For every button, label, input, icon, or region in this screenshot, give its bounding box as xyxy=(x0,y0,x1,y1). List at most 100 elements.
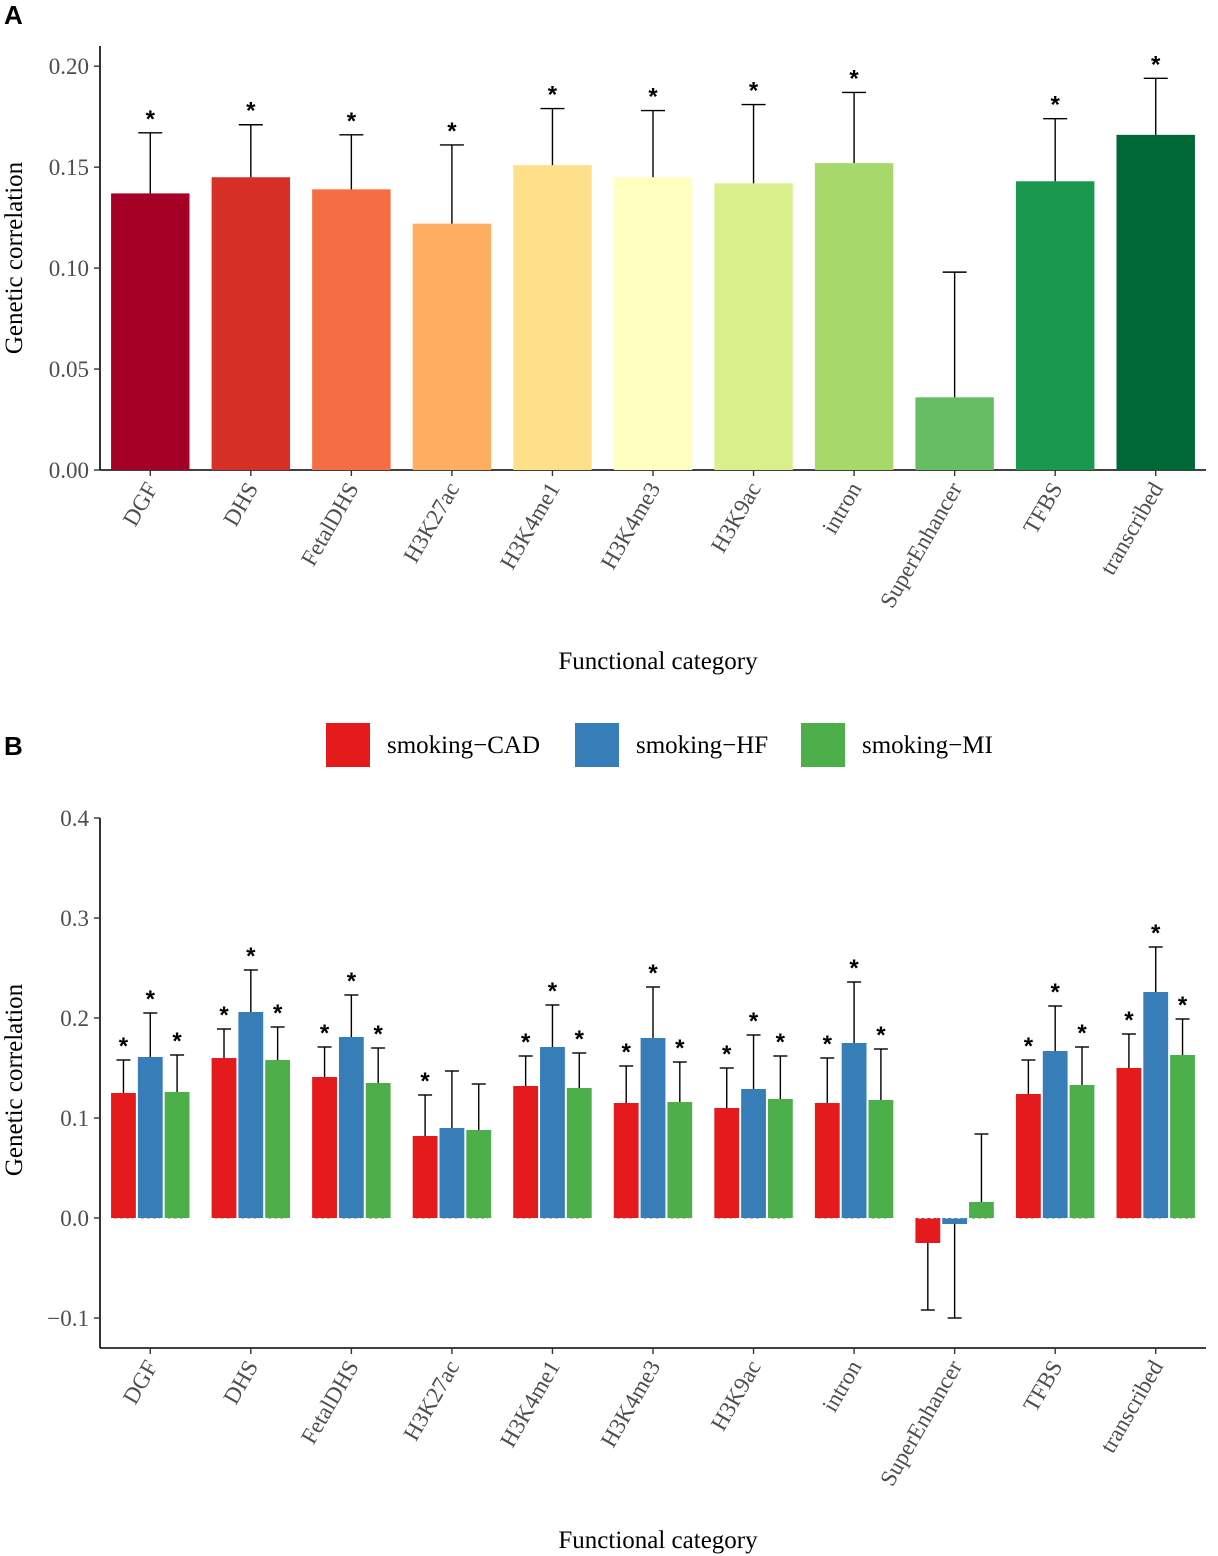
legend-label: smoking−HF xyxy=(636,732,768,759)
bar xyxy=(513,1086,539,1218)
bar xyxy=(137,1057,163,1218)
significance-star: * xyxy=(1151,51,1161,78)
significance-star: * xyxy=(823,1031,833,1058)
bar xyxy=(741,1089,766,1218)
significance-star: * xyxy=(648,84,658,111)
bar xyxy=(365,1083,391,1218)
x-tick-label: DHS xyxy=(218,478,263,530)
y-tick-label: 0.3 xyxy=(60,906,89,931)
significance-star: * xyxy=(1077,1020,1087,1047)
x-tick-label: H3K27ac xyxy=(399,1356,465,1445)
significance-star: * xyxy=(1151,920,1161,947)
significance-star: * xyxy=(849,955,859,982)
bar xyxy=(767,1099,793,1218)
y-tick-label: −0.1 xyxy=(47,1306,89,1331)
significance-star: * xyxy=(722,1041,732,1068)
significance-star: * xyxy=(347,108,357,135)
y-tick-label: 0.05 xyxy=(49,357,89,382)
x-tick-label: SuperEnhancer xyxy=(875,1356,967,1490)
significance-star: * xyxy=(776,1029,786,1056)
x-tick-label: transcribed xyxy=(1095,478,1168,579)
y-tick-label: 0.1 xyxy=(60,1106,89,1131)
bar xyxy=(540,1047,565,1218)
significance-star: * xyxy=(1178,992,1188,1019)
significance-star: * xyxy=(246,943,256,970)
x-tick-label: H3K4me3 xyxy=(596,478,666,573)
significance-star: * xyxy=(849,65,859,92)
y-tick-label: 0.4 xyxy=(60,806,89,831)
chart-b-legend: smoking−CAD smoking−HF smoking−MI xyxy=(326,723,993,767)
significance-star: * xyxy=(347,968,357,995)
bar xyxy=(714,1108,740,1218)
legend-swatch xyxy=(326,723,370,767)
bar xyxy=(238,1012,264,1218)
y-tick-label: 0.10 xyxy=(49,256,89,281)
bar xyxy=(969,1202,994,1218)
x-tick-label: H3K4me1 xyxy=(495,478,565,573)
legend-label: smoking−MI xyxy=(862,732,993,759)
bar xyxy=(312,189,391,470)
legend-swatch xyxy=(575,723,619,767)
bar xyxy=(211,1058,237,1218)
x-tick-label: TFBS xyxy=(1018,478,1067,538)
x-tick-label: H3K4me1 xyxy=(495,1356,565,1451)
bar xyxy=(439,1128,465,1218)
y-tick-label: 0.00 xyxy=(49,458,89,483)
significance-star: * xyxy=(521,1029,531,1056)
x-tick-label: SuperEnhancer xyxy=(875,478,967,612)
bar xyxy=(1042,1051,1068,1218)
bar xyxy=(841,1043,867,1218)
bar xyxy=(1170,1055,1195,1218)
bar xyxy=(714,183,793,471)
bar xyxy=(1116,134,1195,471)
significance-star: * xyxy=(622,1039,632,1066)
chart-b-xlabel: Functional category xyxy=(558,1527,758,1554)
bar xyxy=(915,1218,941,1243)
x-tick-label: intron xyxy=(817,478,866,539)
bar xyxy=(868,1100,894,1218)
x-tick-label: H3K4me3 xyxy=(596,1356,666,1451)
bar xyxy=(942,1218,968,1224)
y-tick-label: 0.2 xyxy=(60,1006,89,1031)
chart-a-ylabel: Genetic correlation xyxy=(1,161,28,354)
legend-label: smoking−CAD xyxy=(387,732,540,759)
x-tick-label: DHS xyxy=(218,1356,263,1408)
bar xyxy=(1015,181,1095,470)
significance-star: * xyxy=(119,1033,129,1060)
y-tick-label: 0.20 xyxy=(49,54,89,79)
bar xyxy=(111,193,190,470)
significance-star: * xyxy=(320,1020,330,1047)
bar xyxy=(667,1102,693,1218)
panel-label-a: A xyxy=(4,0,23,30)
bar xyxy=(312,1077,337,1218)
significance-star: * xyxy=(876,1022,886,1049)
significance-star: * xyxy=(675,1035,685,1062)
bar xyxy=(164,1092,190,1218)
significance-star: * xyxy=(172,1028,182,1055)
chart-b: smoking−CAD smoking−HF smoking−MI Genetic … xyxy=(1,723,1206,1554)
bar xyxy=(466,1130,492,1218)
significance-star: * xyxy=(575,1026,585,1053)
y-tick-label: 0.15 xyxy=(49,155,89,180)
significance-star: * xyxy=(273,1000,283,1027)
chart-a: Genetic correlation Functional category … xyxy=(1,46,1206,675)
x-tick-label: TFBS xyxy=(1018,1356,1067,1416)
x-tick-label: intron xyxy=(817,1356,866,1417)
chart-b-ylabel: Genetic correlation xyxy=(1,983,28,1176)
y-tick-label: 0.0 xyxy=(60,1206,89,1231)
significance-star: * xyxy=(246,98,256,125)
x-tick-label: transcribed xyxy=(1095,1356,1168,1457)
bar xyxy=(915,397,994,470)
significance-star: * xyxy=(749,1008,759,1035)
significance-star: * xyxy=(447,118,457,145)
bar xyxy=(513,165,592,470)
significance-star: * xyxy=(1051,979,1061,1006)
bar xyxy=(1069,1085,1095,1218)
bar xyxy=(1116,1068,1142,1218)
x-tick-label: H3K9ac xyxy=(706,478,766,557)
x-tick-label: DGF xyxy=(118,478,163,530)
x-tick-label: H3K27ac xyxy=(399,478,465,567)
significance-star: * xyxy=(749,78,759,105)
bar xyxy=(814,163,894,470)
